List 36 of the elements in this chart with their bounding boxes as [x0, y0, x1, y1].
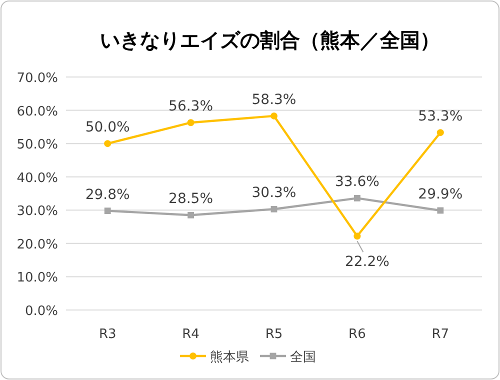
chart-title: いきなりエイズの割合（熊本／全国）	[100, 28, 440, 52]
data-label: 30.3%	[252, 185, 296, 202]
y-tick-label: 60.0%	[16, 104, 58, 120]
data-label: 50.0%	[85, 120, 130, 136]
point	[270, 206, 278, 212]
legend-label: 熊本県	[210, 350, 249, 365]
point	[354, 194, 360, 202]
data-label: 56.3%	[168, 98, 214, 115]
x-tick-label: R4	[182, 327, 200, 342]
point	[436, 129, 444, 136]
y-tick-label: 0.0%	[24, 304, 58, 319]
point	[104, 140, 112, 148]
data-label: 33.6%	[334, 174, 380, 190]
point	[437, 207, 444, 214]
y-tick-label: 40.0%	[16, 170, 58, 186]
x-tick-label: R3	[98, 327, 116, 342]
y-tick-label: 10.0%	[16, 270, 58, 286]
point	[354, 232, 361, 240]
point	[188, 212, 194, 218]
x-tick-label: R5	[265, 327, 283, 342]
data-label: 22.2%	[344, 254, 390, 270]
point	[270, 112, 278, 120]
y-tick-label: 20.0%	[16, 237, 58, 252]
data-label: 29.8%	[85, 186, 130, 203]
y-tick-label: 30.0%	[16, 204, 58, 220]
x-tick-label: R6	[348, 327, 366, 342]
y-tick-label: 70.0%	[16, 71, 58, 86]
data-label: 28.5%	[168, 191, 214, 208]
y-tick-label: 50.0%	[16, 138, 58, 153]
legend-label: 全国	[290, 350, 316, 365]
data-label: 53.3%	[418, 108, 463, 125]
point	[104, 208, 111, 214]
data-label: 29.9%	[418, 186, 463, 202]
point	[187, 119, 194, 126]
data-label: 58.3%	[252, 92, 296, 108]
x-tick-label: R7	[432, 327, 450, 342]
